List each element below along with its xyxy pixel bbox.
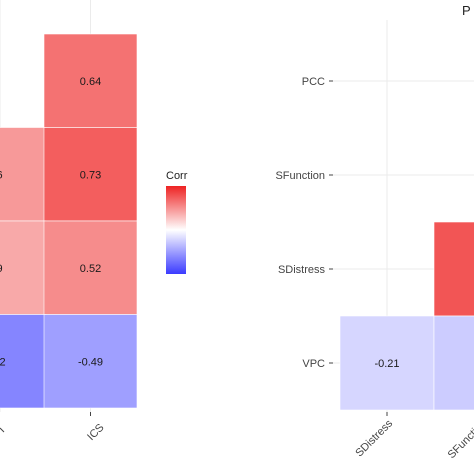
corr-legend: Corr bbox=[166, 170, 188, 274]
right-x-tick-label: SDistress bbox=[353, 417, 395, 459]
right-heatmap-cell bbox=[339, 315, 435, 411]
legend-title: Corr bbox=[166, 170, 188, 182]
right-y-tick-label: SDistress bbox=[278, 264, 326, 276]
left-heatmap-cell bbox=[0, 314, 47, 409]
left-heatmap-cell bbox=[0, 127, 47, 222]
left-heatmap-cell bbox=[43, 314, 138, 409]
left-cell-label: 62 bbox=[0, 356, 6, 368]
legend-colorbar bbox=[166, 186, 186, 274]
right-chart-title: P bbox=[462, 3, 471, 18]
left-heatmap-cell bbox=[43, 127, 138, 222]
right-heatmap-cell bbox=[433, 221, 474, 317]
left-x-tick-label: ICS bbox=[85, 422, 106, 443]
left-cell-label: 0.64 bbox=[80, 76, 101, 88]
left-cell-label: 0.52 bbox=[80, 263, 101, 275]
right-y-tick-label: VPC bbox=[302, 358, 325, 370]
right-cell-label: -0.21 bbox=[374, 358, 399, 370]
left-cell-label: 9 bbox=[0, 263, 3, 275]
left-x-tick-fragment bbox=[0, 427, 5, 433]
right-x-tick-label: SFunction bbox=[446, 418, 474, 462]
left-cell-label: -0.49 bbox=[78, 356, 103, 368]
right-y-tick-label: PCC bbox=[302, 76, 325, 88]
right-heatmap-cell bbox=[433, 315, 474, 411]
right-y-tick-label: SFunction bbox=[275, 170, 325, 182]
left-heatmap-panel: 0.64 6 0.73 9 0.52 62 -0.49 ICS bbox=[0, 0, 138, 443]
left-heatmap-cell bbox=[0, 220, 47, 315]
left-cell-label: 6 bbox=[0, 169, 3, 181]
left-cell-label: 0.73 bbox=[80, 169, 101, 181]
